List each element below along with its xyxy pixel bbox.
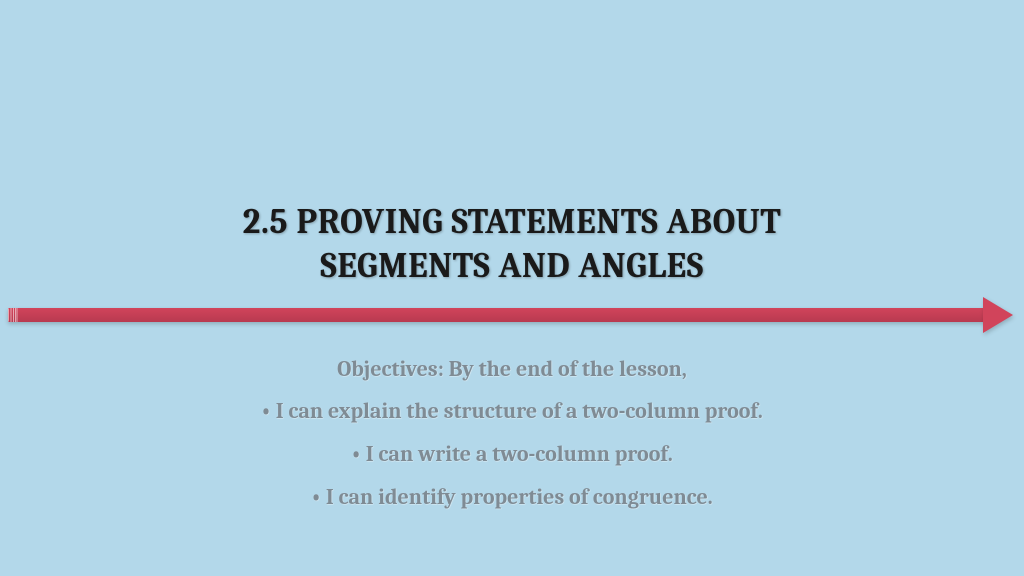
- slide: 2.5 PROVING STATEMENTS ABOUT SEGMENTS AN…: [0, 0, 1024, 576]
- objective-item: I can explain the structure of a two-col…: [261, 390, 763, 433]
- objectives-intro: Objectives: By the end of the lesson,: [261, 348, 763, 391]
- objectives-list: I can explain the structure of a two-col…: [261, 390, 763, 519]
- arrow-head-icon: [983, 297, 1013, 333]
- arrow-tail: [8, 308, 18, 322]
- slide-title: 2.5 PROVING STATEMENTS ABOUT SEGMENTS AN…: [243, 200, 782, 288]
- title-line2: SEGMENTS AND ANGLES: [320, 245, 704, 286]
- objective-item: I can identify properties of congruence.: [261, 476, 763, 519]
- objectives-block: Objectives: By the end of the lesson, I …: [261, 348, 763, 520]
- title-line1-rest: PROVING STATEMENTS ABOUT: [288, 201, 781, 242]
- objective-item: I can write a two-column proof.: [261, 433, 763, 476]
- arrow-shaft: [8, 308, 988, 322]
- section-number: 2.5: [243, 201, 289, 242]
- divider-arrow: [0, 298, 1024, 332]
